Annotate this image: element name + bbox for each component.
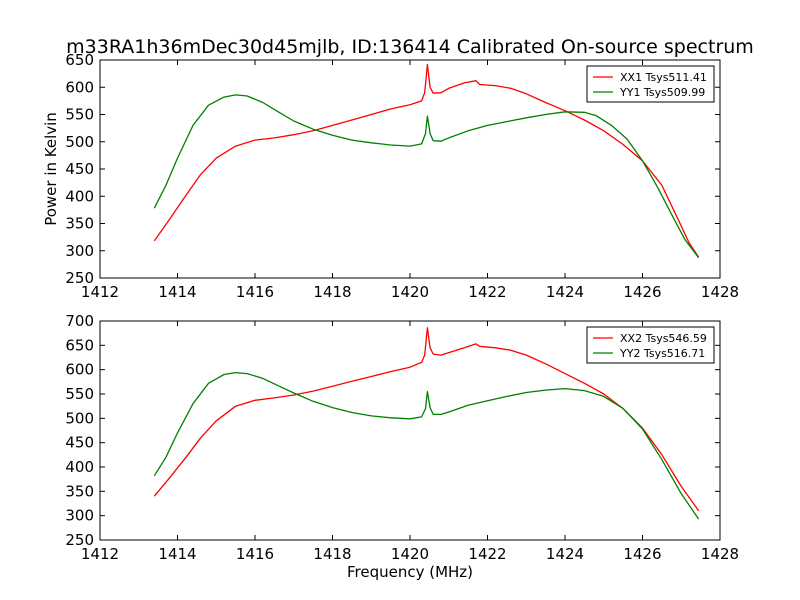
legend-entry: XX1 Tsys511.41	[620, 71, 707, 84]
x-tick-label: 1426	[623, 545, 661, 563]
y-axis-label: Power in Kelvin	[42, 112, 60, 226]
y-tick-label: 500	[65, 133, 94, 151]
y-tick-label: 350	[65, 215, 94, 233]
y-tick-label: 650	[65, 51, 94, 69]
y-tick-label: 700	[65, 312, 94, 330]
y-tick-label: 300	[65, 242, 94, 260]
x-axis-label: Frequency (MHz)	[347, 563, 473, 581]
y-tick-label: 250	[65, 531, 94, 549]
x-tick-label: 1424	[546, 283, 584, 301]
x-tick-label: 1426	[623, 283, 661, 301]
y-tick-label: 650	[65, 336, 94, 354]
y-tick-label: 450	[65, 160, 94, 178]
y-tick-label: 600	[65, 78, 94, 96]
x-tick-label: 1418	[313, 283, 351, 301]
x-tick-label: 1414	[158, 283, 196, 301]
y-tick-label: 400	[65, 458, 94, 476]
y-tick-label: 550	[65, 106, 94, 124]
y-tick-label: 300	[65, 507, 94, 525]
x-tick-label: 1414	[158, 545, 196, 563]
legend-entry: XX2 Tsys546.59	[620, 332, 707, 345]
top-panel: 1412 1414 1416 1418 1420 1422 1424 1426 1428 250 3…	[65, 51, 739, 301]
series-line-yy1	[153, 94, 700, 259]
x-tick-label: 1424	[546, 545, 584, 563]
series-line-xx2	[153, 327, 700, 512]
x-tick-label: 1412	[81, 283, 119, 301]
x-tick-label: 1420	[391, 283, 429, 301]
x-tick-label: 1416	[236, 283, 274, 301]
x-tick-label: 1420	[391, 545, 429, 563]
series-line-xx1	[153, 63, 700, 258]
x-tick-label: 1422	[468, 545, 506, 563]
x-tick-label: 1416	[236, 545, 274, 563]
y-tick-label: 550	[65, 385, 94, 403]
x-tick-label: 1418	[313, 545, 351, 563]
y-tick-label: 450	[65, 434, 94, 452]
chart-title: m33RA1h36mDec30d45mjlb, ID:136414 Calibr…	[66, 36, 754, 58]
y-tick-label: 500	[65, 409, 94, 427]
y-tick-label: 600	[65, 361, 94, 379]
x-tick-label: 1422	[468, 283, 506, 301]
x-tick-label: 1428	[701, 283, 739, 301]
y-tick-label: 250	[65, 269, 94, 287]
legend-entry: YY2 Tsys516.71	[619, 347, 705, 360]
x-tick-label: 1412	[81, 545, 119, 563]
y-tick-label: 350	[65, 482, 94, 500]
x-tick-label: 1428	[701, 545, 739, 563]
bottom-panel: 1412 1414 1416 1418 1420 1422 1424 1426 1428 250 3…	[65, 312, 739, 563]
legend-box	[586, 65, 715, 103]
legend-box	[586, 326, 715, 364]
legend-entry: YY1 Tsys509.99	[619, 86, 705, 99]
series-line-yy2	[153, 371, 700, 520]
y-tick-label: 400	[65, 187, 94, 205]
